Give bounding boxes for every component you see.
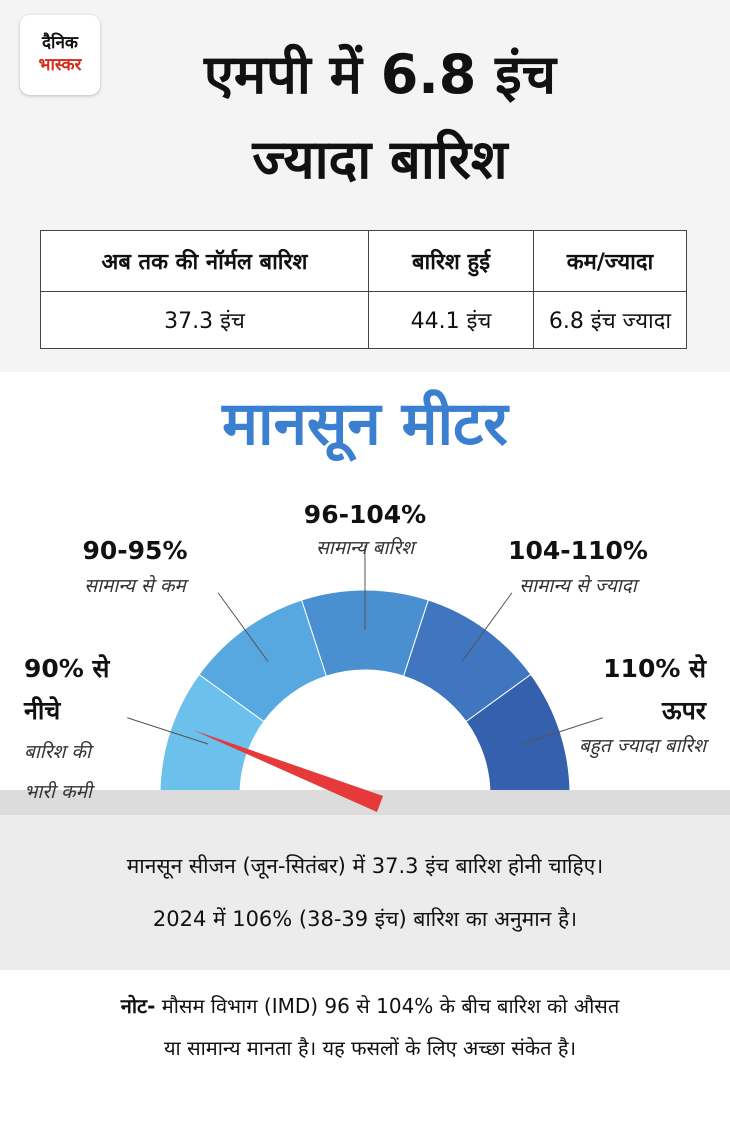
segment-range: 96-104%: [303, 500, 427, 529]
note: नोट- मौसम विभाग (IMD) 96 से 104% के बीच …: [120, 985, 620, 1069]
segment-desc: सामान्य से ज्यादा: [519, 575, 637, 597]
table-header: अब तक की नॉर्मल बारिश: [40, 230, 369, 292]
note-text: मौसम विभाग (IMD) 96 से 104% के बीच बारिश…: [161, 994, 620, 1060]
table-cell: 44.1 इंच: [368, 291, 534, 349]
leader-line: [217, 592, 269, 662]
segment-range: 104-110%: [508, 536, 648, 565]
title: ज्यादा बारिश: [252, 128, 508, 191]
leader-line: [461, 592, 513, 662]
info-text: मानसून सीजन (जून-सितंबर) में 37.3 इंच बा…: [126, 854, 604, 878]
segment-range: 90% से नीचे: [24, 654, 110, 725]
table-header: कम/ज्यादा: [533, 230, 687, 292]
logo-text: भास्कर: [38, 55, 82, 75]
segment-range: 90-95%: [82, 536, 188, 565]
needle: [193, 730, 383, 812]
table-cell: 37.3 इंच: [40, 291, 369, 349]
info-text: 2024 में 106% (38-39 इंच) बारिश का अनुमा…: [152, 907, 578, 931]
leader-line: [127, 717, 209, 745]
segment-desc: बारिश की भारी कमी: [24, 741, 92, 803]
note-label: नोट-: [120, 994, 156, 1018]
table-header: बारिश हुई: [368, 230, 534, 292]
segment-desc: सामान्य बारिश: [315, 537, 415, 559]
meter-title: मानसून मीटर: [222, 389, 508, 459]
logo: दैनिक भास्कर: [20, 15, 100, 95]
logo-text: दैनिक: [42, 33, 78, 53]
rain-table: अब तक की नॉर्मल बारिश बारिश हुई कम/ज्याद…: [40, 230, 687, 349]
leader-line: [521, 717, 603, 745]
segment-desc: सामान्य से कम: [84, 575, 186, 597]
table-cell: 6.8 इंच ज्यादा: [533, 291, 687, 349]
segment-range: 110% से ऊपर: [603, 654, 706, 725]
title: एमपी में 6.8 इंच: [204, 43, 556, 106]
info-background: [0, 790, 730, 970]
segment-desc: बहुत ज्यादा बारिश: [578, 735, 706, 757]
